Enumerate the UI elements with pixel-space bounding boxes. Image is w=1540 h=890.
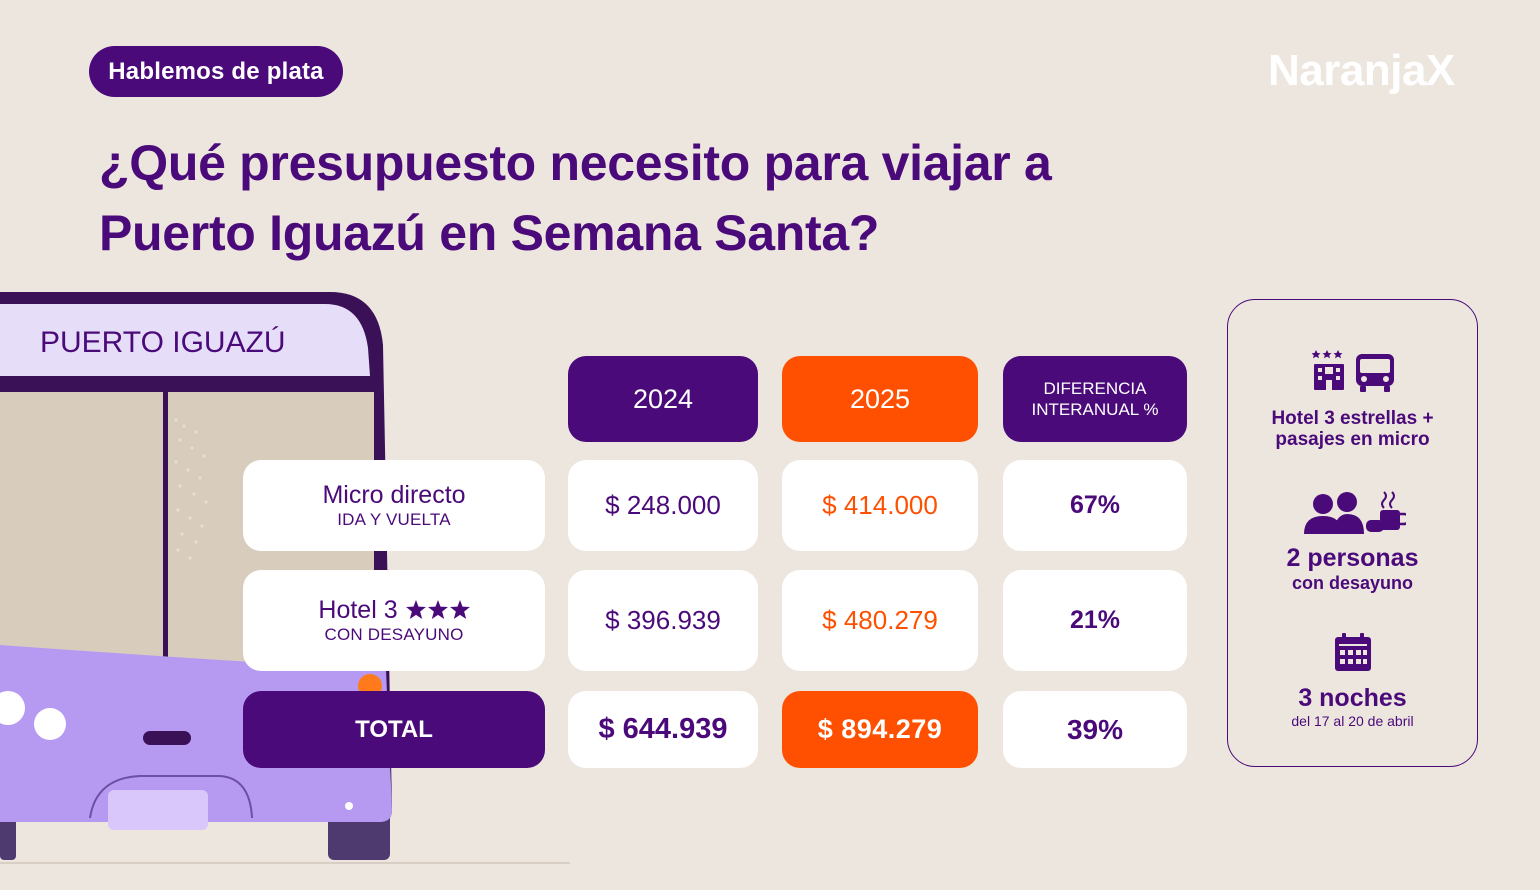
row-title: Micro directo bbox=[322, 480, 466, 509]
info-nights-line1: 3 noches bbox=[1298, 684, 1407, 712]
row-label-hotel: Hotel 3 CON DESAYUNO bbox=[243, 570, 545, 671]
cell-hotel-2025: $ 480.279 bbox=[782, 570, 978, 671]
brand-logo: NaranjaX bbox=[1268, 46, 1455, 95]
star-icon bbox=[427, 600, 448, 619]
header-diff-line1: DIFERENCIA bbox=[1043, 379, 1147, 398]
category-badge: Hablemos de plata bbox=[89, 46, 343, 97]
cell-hotel-diff: 21% bbox=[1003, 570, 1187, 671]
row-label-micro: Micro directo IDA Y VUELTA bbox=[243, 460, 545, 551]
header-2025-label: 2025 bbox=[849, 383, 911, 414]
star-rating bbox=[405, 600, 470, 619]
hotel-icon bbox=[1312, 350, 1344, 390]
header-diff-line2: INTERANUAL % bbox=[1031, 400, 1159, 419]
row-subtitle: CON DESAYUNO bbox=[324, 624, 464, 644]
cell-micro-diff: 67% bbox=[1003, 460, 1187, 551]
page-title: ¿Qué presupuesto necesito para viajar a … bbox=[99, 128, 1199, 268]
bus-icon bbox=[1356, 354, 1394, 392]
row-label-total: TOTAL bbox=[243, 691, 545, 768]
info-nights: 3 noches del 17 al 20 de abril bbox=[1228, 684, 1477, 730]
value-diff: 67% bbox=[1069, 491, 1121, 519]
total-2025: $ 894.279 bbox=[817, 714, 943, 744]
total-label: TOTAL bbox=[355, 715, 433, 743]
cell-micro-2025: $ 414.000 bbox=[782, 460, 978, 551]
info-people-line1: 2 personas bbox=[1286, 544, 1419, 572]
cell-hotel-2024: $ 396.939 bbox=[568, 570, 758, 671]
header-2025: 2025 bbox=[782, 356, 978, 442]
row-subtitle: IDA Y VUELTA bbox=[337, 509, 451, 529]
info-people: 2 personas con desayuno bbox=[1228, 544, 1477, 594]
cell-total-diff: 39% bbox=[1003, 691, 1187, 768]
trip-info-panel: Hotel 3 estrellas + pasajes en micro 2 p… bbox=[1227, 299, 1478, 767]
star-icon bbox=[405, 600, 426, 619]
people-coffee-icons bbox=[1304, 491, 1406, 534]
value-diff: 21% bbox=[1069, 606, 1121, 634]
header-2024-label: 2024 bbox=[632, 383, 694, 414]
cell-total-2024: $ 644.939 bbox=[568, 691, 758, 768]
header-diff: DIFERENCIA INTERANUAL % bbox=[1003, 356, 1187, 442]
info-hotel-transport: Hotel 3 estrellas + pasajes en micro bbox=[1228, 408, 1477, 450]
info-hotel-line1: Hotel 3 estrellas + bbox=[1271, 408, 1434, 429]
bus-sign: PUERTO IGUAZÚ bbox=[40, 326, 286, 359]
value-2024: $ 396.939 bbox=[605, 605, 721, 635]
calendar-icon bbox=[1335, 633, 1371, 671]
title-line-1: ¿Qué presupuesto necesito para viajar a bbox=[99, 135, 1052, 191]
star-icon bbox=[449, 600, 470, 619]
row-title: Hotel 3 bbox=[318, 595, 398, 624]
info-people-line2: con desayuno bbox=[1291, 573, 1414, 593]
total-2024: $ 644.939 bbox=[598, 713, 728, 745]
people-icon bbox=[1304, 492, 1364, 534]
total-diff: 39% bbox=[1066, 713, 1124, 745]
hotel-bus-icons bbox=[1312, 350, 1394, 392]
title-line-2: Puerto Iguazú en Semana Santa? bbox=[99, 205, 880, 261]
coffee-icon bbox=[1366, 491, 1406, 532]
info-hotel-line2: pasajes en micro bbox=[1275, 429, 1430, 450]
info-nights-line2: del 17 al 20 de abril bbox=[1291, 713, 1414, 729]
value-2025: $ 414.000 bbox=[822, 490, 938, 520]
value-2024: $ 248.000 bbox=[605, 490, 721, 520]
value-2025: $ 480.279 bbox=[822, 605, 938, 635]
cell-total-2025: $ 894.279 bbox=[782, 691, 978, 768]
header-2024: 2024 bbox=[568, 356, 758, 442]
cell-micro-2024: $ 248.000 bbox=[568, 460, 758, 551]
